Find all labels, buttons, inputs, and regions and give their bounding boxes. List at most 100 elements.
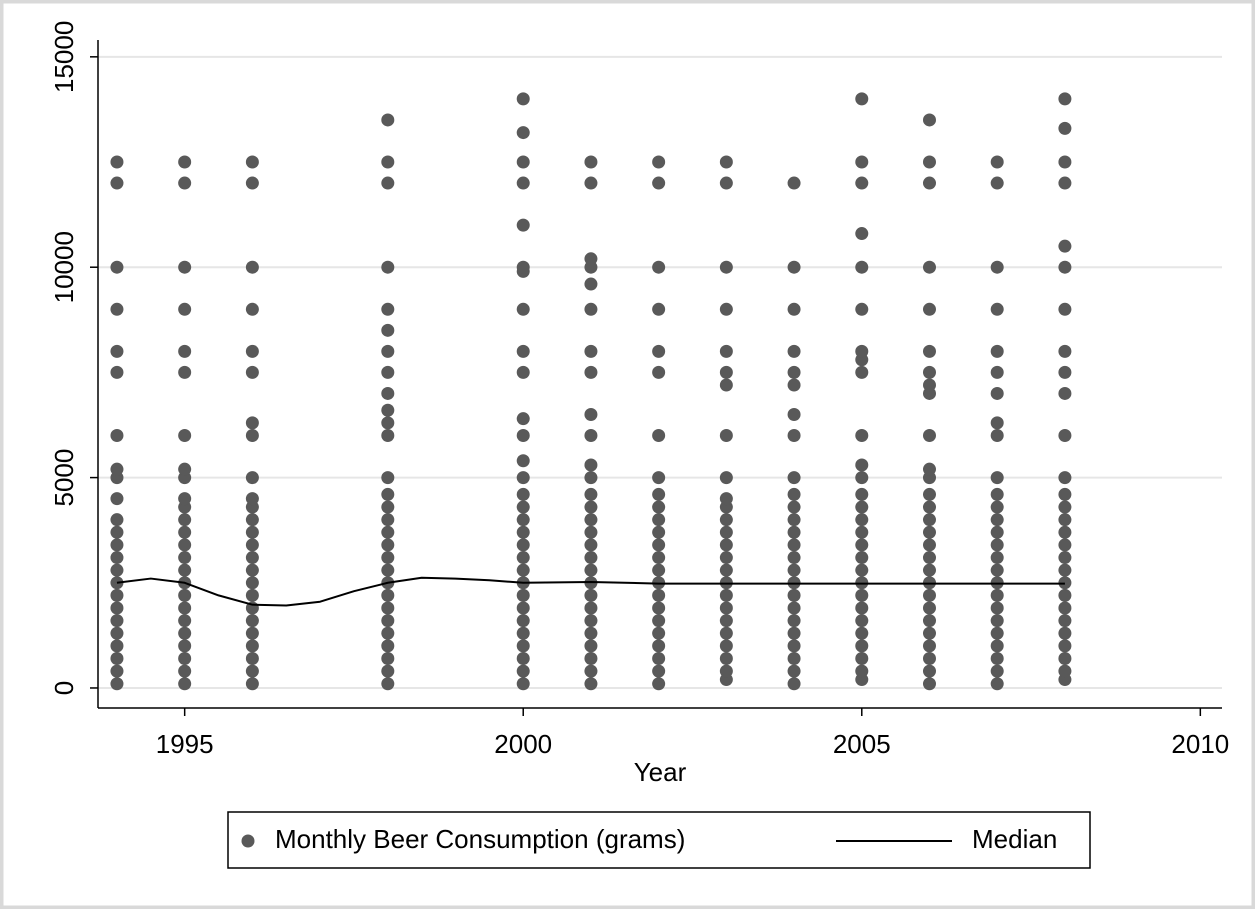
x-tick-label: 2005 bbox=[833, 729, 891, 759]
scatter-point bbox=[787, 513, 801, 527]
scatter-point bbox=[1058, 429, 1072, 443]
scatter-point bbox=[516, 652, 530, 666]
scatter-point bbox=[922, 551, 936, 565]
scatter-point bbox=[110, 576, 124, 590]
scatter-point bbox=[245, 492, 259, 506]
scatter-point bbox=[178, 513, 192, 527]
scatter-point bbox=[652, 500, 666, 514]
scatter-point bbox=[245, 416, 259, 430]
scatter-point bbox=[381, 563, 395, 577]
scatter-point bbox=[110, 614, 124, 628]
scatter-point bbox=[787, 302, 801, 316]
scatter-point bbox=[516, 365, 530, 379]
scatter-point bbox=[178, 614, 192, 628]
scatter-point bbox=[1058, 386, 1072, 400]
scatter-point bbox=[245, 626, 259, 640]
scatter-point bbox=[245, 525, 259, 539]
scatter-point bbox=[381, 588, 395, 602]
scatter-point bbox=[990, 563, 1004, 577]
scatter-point bbox=[922, 614, 936, 628]
scatter-point bbox=[381, 677, 395, 691]
scatter-point bbox=[516, 429, 530, 443]
scatter-point bbox=[922, 176, 936, 190]
scatter-point bbox=[110, 563, 124, 577]
scatter-point bbox=[652, 487, 666, 501]
scatter-point bbox=[245, 588, 259, 602]
scatter-point bbox=[516, 155, 530, 169]
scatter-point bbox=[381, 302, 395, 316]
scatter-point bbox=[584, 626, 598, 640]
scatter-point bbox=[178, 302, 192, 316]
scatter-point bbox=[719, 639, 733, 653]
x-tick-label: 2000 bbox=[494, 729, 552, 759]
scatter-point bbox=[516, 176, 530, 190]
scatter-point bbox=[652, 429, 666, 443]
scatter-point bbox=[990, 416, 1004, 430]
scatter-point bbox=[245, 614, 259, 628]
scatter-point bbox=[922, 601, 936, 615]
scatter-point bbox=[1058, 563, 1072, 577]
scatter-point bbox=[245, 551, 259, 565]
scatter-point bbox=[719, 614, 733, 628]
scatter-point bbox=[787, 664, 801, 678]
scatter-point bbox=[652, 677, 666, 691]
scatter-point bbox=[1058, 614, 1072, 628]
scatter-point bbox=[245, 302, 259, 316]
scatter-point bbox=[855, 500, 869, 514]
scatter-point bbox=[110, 513, 124, 527]
scatter-point bbox=[1058, 155, 1072, 169]
scatter-point bbox=[110, 652, 124, 666]
scatter-point bbox=[652, 614, 666, 628]
scatter-point bbox=[652, 639, 666, 653]
scatter-point bbox=[516, 412, 530, 426]
scatter-point bbox=[855, 155, 869, 169]
scatter-point bbox=[178, 664, 192, 678]
scatter-point bbox=[990, 664, 1004, 678]
scatter-point bbox=[922, 652, 936, 666]
scatter-point bbox=[245, 639, 259, 653]
scatter-point bbox=[584, 563, 598, 577]
scatter-point bbox=[245, 260, 259, 274]
scatter-point bbox=[245, 677, 259, 691]
scatter-point bbox=[516, 454, 530, 468]
scatter-point bbox=[516, 500, 530, 514]
scatter-point bbox=[719, 471, 733, 485]
scatter-point bbox=[584, 252, 598, 266]
scatter-point bbox=[719, 652, 733, 666]
scatter-point bbox=[584, 551, 598, 565]
scatter-point bbox=[516, 563, 530, 577]
scatter-point bbox=[990, 429, 1004, 443]
scatter-point bbox=[855, 176, 869, 190]
scatter-point bbox=[1058, 92, 1072, 106]
scatter-point bbox=[855, 639, 869, 653]
scatter-point bbox=[381, 626, 395, 640]
scatter-point bbox=[110, 677, 124, 691]
scatter-point bbox=[1058, 302, 1072, 316]
scatter-point bbox=[922, 563, 936, 577]
y-tick-label: 10000 bbox=[49, 231, 79, 303]
scatter-point bbox=[1058, 601, 1072, 615]
scatter-point bbox=[652, 176, 666, 190]
scatter-point bbox=[584, 471, 598, 485]
scatter-point bbox=[516, 551, 530, 565]
scatter-point bbox=[855, 652, 869, 666]
scatter-point bbox=[922, 677, 936, 691]
scatter-point bbox=[990, 155, 1004, 169]
scatter-point bbox=[178, 538, 192, 552]
scatter-point bbox=[855, 260, 869, 274]
scatter-point bbox=[245, 538, 259, 552]
scatter-point bbox=[990, 551, 1004, 565]
scatter-point bbox=[990, 302, 1004, 316]
scatter-point bbox=[719, 551, 733, 565]
median-line bbox=[116, 576, 1065, 607]
scatter-point bbox=[990, 588, 1004, 602]
scatter-point bbox=[381, 601, 395, 615]
scatter-point bbox=[245, 344, 259, 358]
scatter-point bbox=[584, 176, 598, 190]
scatter-point bbox=[381, 513, 395, 527]
scatter-point bbox=[245, 576, 259, 590]
x-axis-title: Year bbox=[634, 757, 687, 787]
scatter-point bbox=[1058, 576, 1072, 590]
scatter-point bbox=[922, 365, 936, 379]
